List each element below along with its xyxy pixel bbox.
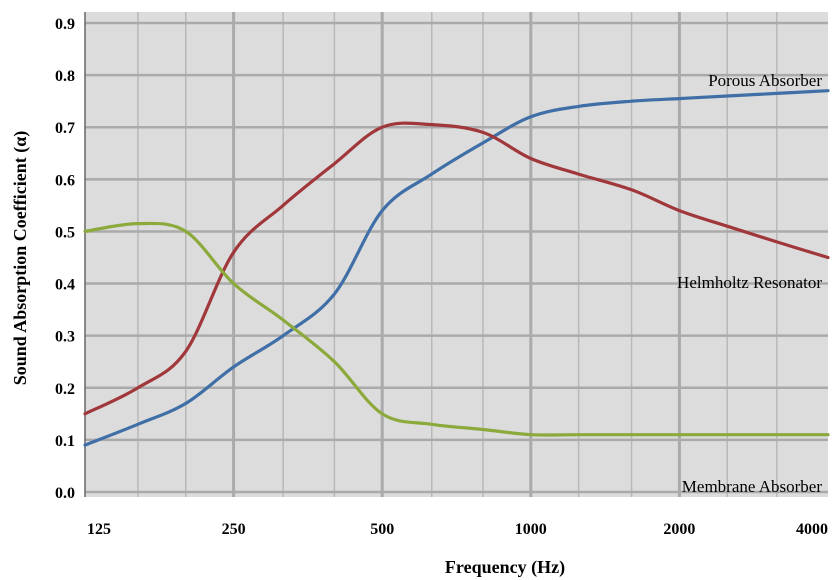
x-tick-label: 500 [370,521,394,538]
y-tick-label: 0.1 [55,433,75,450]
x-axis-title: Frequency (Hz) [445,557,565,578]
y-axis-title: Sound Absorption Coefficient (α) [10,131,31,386]
series-label: Helmholtz Resonator [677,273,822,292]
x-tick-label: 2000 [663,521,695,538]
y-tick-label: 0.6 [55,172,75,189]
y-tick-label: 0.0 [55,485,75,502]
series-line-porous-absorber [83,89,830,447]
series-labels: Porous Absorber Helmholtz Resonator Membra… [677,71,822,496]
y-tick-label: 0.3 [55,329,75,346]
x-tick-label: 250 [222,521,246,538]
x-tick-label: 4000 [796,521,828,538]
series-layer [83,89,830,447]
y-tick-labels: 0.0 0.1 0.2 0.3 0.4 0.5 0.6 0.7 0.8 0.9 [55,16,75,502]
y-tick-label: 0.9 [55,16,75,33]
x-tick-label: 125 [87,521,111,538]
y-tick-label: 0.7 [55,120,75,137]
x-tick-labels: 125 250 500 1000 2000 4000 [87,521,828,538]
series-line-helmholtz-resonator [83,121,830,416]
y-tick-label: 0.5 [55,224,75,241]
y-tick-label: 0.2 [55,381,75,398]
y-tick-label: 0.4 [55,277,75,294]
y-tick-label: 0.8 [55,68,75,85]
series-label: Membrane Absorber [682,477,823,496]
series-label: Porous Absorber [708,71,822,90]
x-tick-label: 1000 [515,521,547,538]
series-line-membrane-absorber [83,221,830,437]
